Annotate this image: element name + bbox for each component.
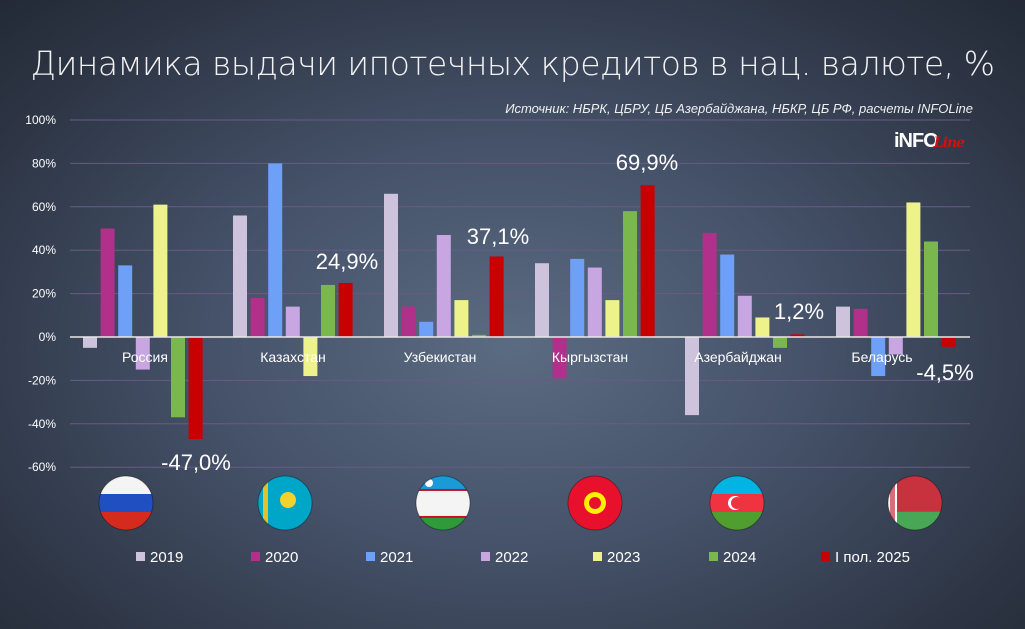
category-label: Узбекистан xyxy=(404,349,477,365)
bar-Iпол2025-1 xyxy=(338,282,353,337)
data-label-2025: 37,1% xyxy=(467,224,529,249)
y-tick-label: 60% xyxy=(32,200,56,214)
bar-2023-0 xyxy=(153,204,168,337)
legend-label: 2023 xyxy=(607,549,640,566)
bar-2022-3 xyxy=(587,267,602,337)
legend-swatch-1 xyxy=(251,552,260,561)
kazakhstan-flag-icon xyxy=(258,476,312,530)
bar-Iпол2025-0 xyxy=(188,337,203,439)
legend-label: 2020 xyxy=(265,549,298,566)
bar-2024-5 xyxy=(924,241,938,337)
y-tick-label: 20% xyxy=(32,287,56,301)
bar-2023-2 xyxy=(454,300,469,337)
legend-label: 2019 xyxy=(150,549,183,566)
bar-2023-1 xyxy=(303,337,318,377)
bar-2019-1 xyxy=(233,215,247,337)
bar-2022-2 xyxy=(436,235,451,337)
flag-border xyxy=(257,475,313,531)
legend-swatch-4 xyxy=(593,552,602,561)
bar-2024-2 xyxy=(472,334,486,337)
bar-2022-4 xyxy=(737,295,752,337)
category-label: Азербайджан xyxy=(694,349,782,365)
category-label: Кыргызстан xyxy=(552,349,628,365)
data-label-2025: 69,9% xyxy=(616,150,678,175)
bar-2020-5 xyxy=(853,308,868,337)
flag-border xyxy=(709,475,765,531)
y-tick-label: 40% xyxy=(32,243,56,257)
infoline-logo: iNFOLine xyxy=(894,130,965,152)
bar-2023-3 xyxy=(605,300,620,337)
legend-swatch-6 xyxy=(821,552,830,561)
legend-swatch-0 xyxy=(136,552,145,561)
bar-2022-5 xyxy=(888,337,903,355)
bar-Iпол2025-2 xyxy=(489,256,504,337)
bar-2020-0 xyxy=(100,228,115,337)
legend-swatch-3 xyxy=(481,552,490,561)
bar-2021-4 xyxy=(720,254,735,337)
bar-2019-3 xyxy=(535,263,549,337)
bar-2024-0 xyxy=(171,337,185,418)
kyrgyzstan-flag-icon xyxy=(568,476,622,530)
legend-label: 2021 xyxy=(380,549,413,566)
russia-flag-icon xyxy=(99,476,153,530)
bar-2024-3 xyxy=(623,211,637,337)
bar-2019-4 xyxy=(685,337,699,416)
category-label: Россия xyxy=(122,349,168,365)
bar-2020-4 xyxy=(702,232,717,337)
legend-label: I пол. 2025 xyxy=(835,549,910,566)
data-label-2025: -4,5% xyxy=(916,360,973,385)
bar-2023-4 xyxy=(755,317,770,337)
bar-2019-2 xyxy=(384,193,398,337)
flag-border xyxy=(887,475,943,531)
bar-2024-1 xyxy=(321,284,335,337)
bar-2022-1 xyxy=(285,306,300,337)
bar-Iпол2025-5 xyxy=(941,337,956,347)
chart-title: Динамика выдачи ипотечных кредитов в нац… xyxy=(30,44,995,83)
bar-2021-3 xyxy=(570,258,585,337)
bar-2021-5 xyxy=(871,337,886,377)
y-tick-label: 80% xyxy=(32,156,56,170)
bar-2020-2 xyxy=(401,306,416,337)
data-label-2025: 24,9% xyxy=(316,249,378,274)
legend-swatch-5 xyxy=(709,552,718,561)
bar-2021-1 xyxy=(268,163,283,337)
flag-border xyxy=(98,475,154,531)
bar-2024-4 xyxy=(773,337,787,348)
data-label-2025: 1,2% xyxy=(774,299,824,324)
bar-2021-2 xyxy=(419,321,434,337)
bar-2020-1 xyxy=(250,297,265,337)
bar-2022-0 xyxy=(135,337,150,370)
category-label: Казахстан xyxy=(260,349,326,365)
y-tick-label: -60% xyxy=(28,460,56,474)
y-tick-label: 100% xyxy=(25,113,56,127)
legend-swatch-2 xyxy=(366,552,375,561)
flag-border xyxy=(567,475,623,531)
bar-Iпол2025-4 xyxy=(790,334,805,337)
bar-Iпол2025-3 xyxy=(640,185,655,337)
data-label-2025: -47,0% xyxy=(161,450,231,475)
legend-label: 2024 xyxy=(723,549,756,566)
legend-label: 2022 xyxy=(495,549,528,566)
category-label: Беларусь xyxy=(851,349,912,365)
azerbaijan-flag-icon xyxy=(710,476,764,530)
bar-2023-5 xyxy=(906,202,921,337)
source-note: Источник: НБРК, ЦБРУ, ЦБ Азербайджана, Н… xyxy=(505,101,973,116)
bar-2019-0 xyxy=(83,337,97,348)
bar-2021-0 xyxy=(118,265,133,337)
y-tick-label: 0% xyxy=(39,330,57,344)
bar-2019-5 xyxy=(836,306,850,337)
bar-2020-3 xyxy=(552,337,567,379)
y-tick-label: -40% xyxy=(28,417,56,431)
y-tick-label: -20% xyxy=(28,373,56,387)
flag-border xyxy=(415,475,471,531)
